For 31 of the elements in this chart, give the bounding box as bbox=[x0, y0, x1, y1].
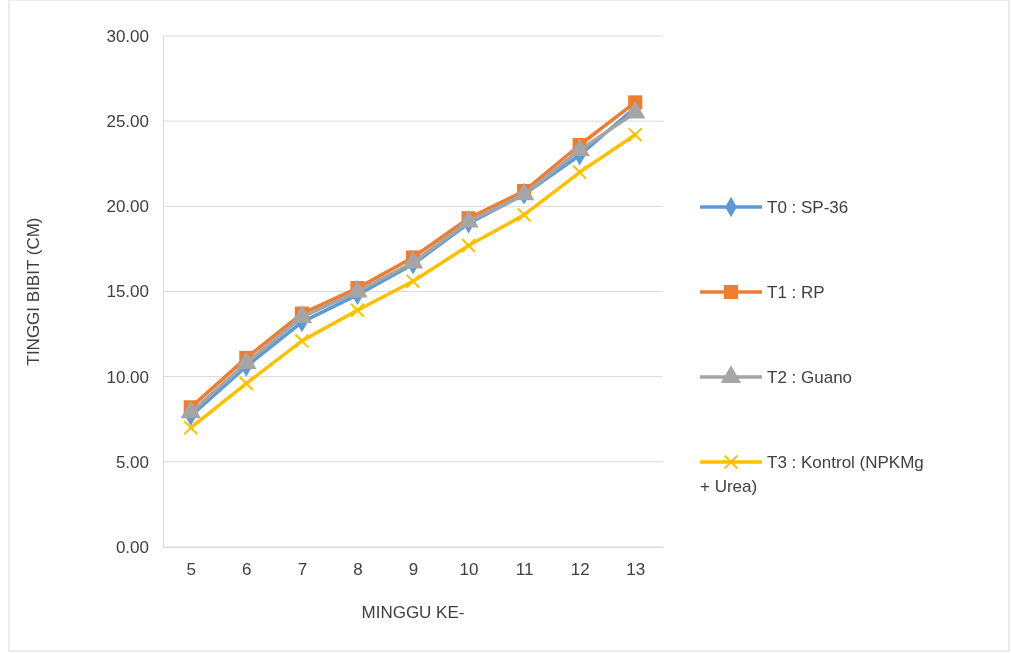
x-tick-label: 8 bbox=[353, 560, 363, 580]
y-axis-title: TINGGI BIBIT (CM) bbox=[24, 217, 43, 366]
point bbox=[405, 273, 421, 289]
x-tick-label: 10 bbox=[459, 560, 479, 580]
point bbox=[350, 302, 365, 318]
x-tick-label: 13 bbox=[626, 560, 646, 580]
point bbox=[461, 238, 476, 253]
x-tick-label: 12 bbox=[570, 560, 590, 580]
y-tick-label: 15.00 bbox=[106, 282, 149, 302]
x-tick-label: 7 bbox=[297, 560, 308, 580]
point bbox=[294, 333, 310, 349]
x-tick-label: 5 bbox=[186, 560, 197, 580]
y-tick-label: 5.00 bbox=[115, 452, 149, 472]
legend-label: T2 : Guano bbox=[767, 368, 853, 387]
x-tick-label: 11 bbox=[515, 560, 534, 580]
y-tick-label: 25.00 bbox=[106, 112, 149, 132]
x-tick-label: 6 bbox=[242, 560, 252, 580]
legend-label: T1 : RP bbox=[767, 283, 825, 302]
x-tick-label: 9 bbox=[408, 560, 419, 580]
x-axis-title: MINGGU KE- bbox=[361, 603, 465, 622]
point bbox=[627, 127, 643, 143]
y-tick-label: 10.00 bbox=[106, 367, 149, 387]
y-tick-label: 0.00 bbox=[115, 537, 149, 557]
point bbox=[183, 420, 199, 436]
y-tick-label: 30.00 bbox=[106, 26, 149, 46]
point bbox=[516, 207, 532, 223]
point bbox=[572, 164, 588, 180]
legend-label: T3 : Kontrol (NPKMg + Urea) bbox=[700, 453, 924, 496]
y-tick-label: 20.00 bbox=[106, 197, 149, 217]
legend-label: T0 : SP-36 bbox=[767, 198, 849, 217]
point bbox=[238, 376, 254, 391]
